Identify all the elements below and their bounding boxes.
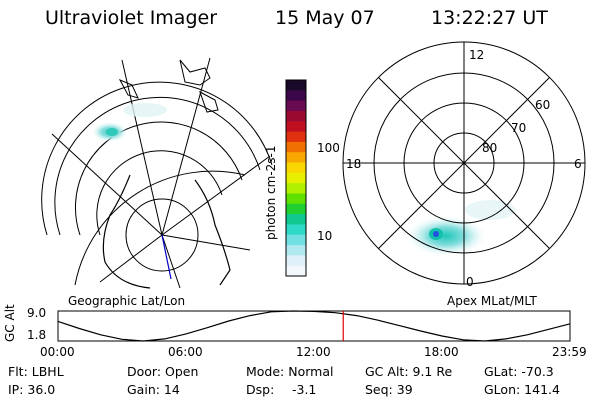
colorbar-band [286,121,306,133]
mlt-label-0: 0 [466,275,474,289]
colorbar-band [286,203,306,215]
dsp-info-label: Dsp: [246,382,275,397]
instrument-title: Ultraviolet Imager [45,7,218,29]
right-caption: Apex MLat/MLT [447,294,537,308]
glat-info: GLat: -70.3 [484,364,554,379]
time-label: 13:22:27 UT [431,7,548,29]
mlt-label-6: 6 [574,157,582,171]
mlat-label-80: 80 [482,141,498,155]
colorbar-band [286,224,306,236]
colorbar-tick-10: 10 [317,229,333,243]
glon-info: GLon: 141.4 [484,382,560,397]
ytick-label: 1.8 [27,328,47,342]
mlat-label-70: 70 [511,121,527,135]
colorbar-band [286,152,306,164]
gcalt-info: GC Alt: 9.1 Re [365,364,453,379]
colorbar-tick-100: 100 [317,141,340,155]
seq-info: Seq: 39 [365,382,413,397]
colorbar-band [286,141,306,153]
colorbar-band [286,131,306,143]
door-info: Door: Open [127,364,199,379]
xtick-label: 23:59 [552,345,587,359]
colorbar-band [286,265,306,277]
gc-alt-series-line [57,310,570,342]
colorbar-band [286,80,306,91]
colorbar-band [286,100,306,112]
colorbar-band [286,214,306,225]
mode-info: Mode: Normal [246,364,334,379]
colorbar-band [286,234,306,246]
xtick-label: 12:00 [296,345,331,359]
colorbar-band [286,162,306,174]
colorbar-band [286,110,306,122]
xtick-label: 18:00 [424,345,459,359]
mlat-label-60: 60 [535,98,551,112]
date-label: 15 May 07 [275,7,375,29]
mlt-label-12: 12 [469,48,485,62]
ip-info: IP: 36.0 [8,382,56,397]
left-caption: Geographic Lat/Lon [68,294,186,308]
ytick-label: 9.0 [27,306,47,320]
colorbar-band [286,172,306,184]
colorbar-band [286,193,306,205]
colorbar-band [286,255,306,267]
xtick-label: 00:00 [40,345,75,359]
colorbar-band [286,245,306,256]
chart-ylabel: GC Alt [3,304,17,342]
xtick-label: 06:00 [168,345,203,359]
gain-info: Gain: 14 [127,382,180,397]
colorbar-band [286,90,306,102]
filter-info: Flt: LBHL [8,364,64,379]
mlt-label-18: 18 [346,157,362,171]
dsp-info-value: -3.1 [292,382,317,397]
colorbar-band [286,183,306,194]
